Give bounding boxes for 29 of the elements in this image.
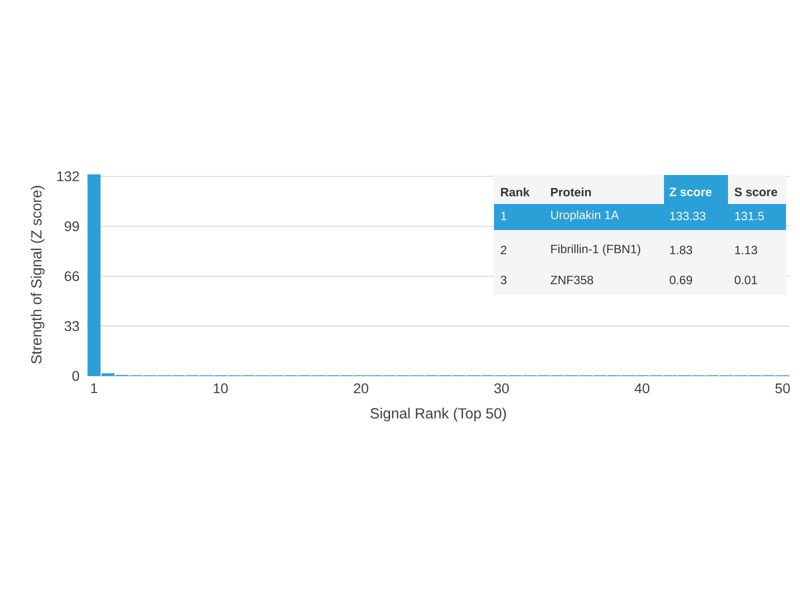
annotation: Protein [551, 188, 591, 196]
annotation: 1.83 [670, 246, 692, 254]
x-tick-label: 20 [354, 383, 368, 394]
annotation: Rank [501, 188, 530, 196]
y-tick-label: 33 [64, 321, 80, 332]
x-tick-label: 30 [494, 383, 509, 394]
annotation: ZNF358 [550, 276, 594, 284]
x-tick-label: 40 [634, 383, 650, 394]
annotation: S score [734, 188, 778, 196]
annotation: 131.5 [735, 212, 764, 220]
x-tick-label: 50 [775, 383, 790, 394]
y-axis-title: Strength of Signal (Z score) [30, 186, 44, 364]
x-axis-title: Signal Rank (Top 50) [370, 408, 506, 422]
annotation: 133.33 [670, 212, 706, 220]
annotation: 0.69 [670, 276, 692, 284]
y-tick-label: 0 [72, 371, 80, 381]
annotation: 1.13 [735, 246, 758, 254]
annotation: Uroplakin 1A [551, 210, 619, 222]
annotation: 3 [500, 276, 506, 284]
x-tick-label: 1 [91, 383, 98, 394]
x-tick-label: 10 [214, 383, 228, 394]
y-tick-label: 132 [57, 171, 79, 182]
annotation: 1 [501, 212, 506, 220]
y-tick-label: 99 [64, 221, 79, 232]
annotation: Z score [670, 188, 712, 196]
annotation: 2 [500, 246, 506, 254]
annotation: Fibrillin-1 (FBN1) [551, 244, 640, 256]
annotation: 0.01 [734, 276, 758, 284]
y-tick-label: 66 [64, 271, 80, 282]
